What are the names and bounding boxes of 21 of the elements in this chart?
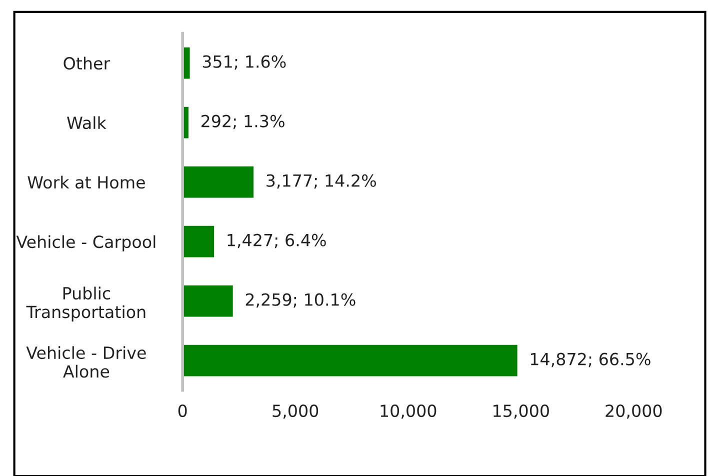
y-tick-label: Other [64, 56, 110, 70]
data-label: 351; 1.6% [202, 55, 286, 70]
x-tick-label: 10,000 [380, 404, 436, 419]
bar [182, 165, 255, 200]
y-tick-label: Walk [67, 116, 106, 130]
bar [182, 344, 519, 378]
data-label: 2,259; 10.1% [246, 293, 356, 308]
x-tick-label: 5,000 [272, 404, 318, 419]
data-label: 1,427; 6.4% [228, 234, 326, 248]
data-label: 292; 1.3% [202, 114, 284, 130]
y-tick-label: Vehicle - Carpool [16, 235, 156, 252]
data-label: 3,177; 14.2% [266, 174, 376, 189]
x-tick-label: 20,000 [606, 404, 662, 419]
y-tick-label: Work at Home [28, 176, 145, 189]
data-label: 14,872; 66.5% [530, 352, 650, 368]
bar [182, 224, 216, 259]
x-tick-label: 0 [178, 404, 187, 418]
x-tick-label: 15,000 [494, 404, 549, 419]
y-tick-label: Public Transportation [26, 286, 146, 322]
bar [182, 284, 234, 318]
y-tick-label: Vehicle - Drive Alone [26, 346, 146, 378]
